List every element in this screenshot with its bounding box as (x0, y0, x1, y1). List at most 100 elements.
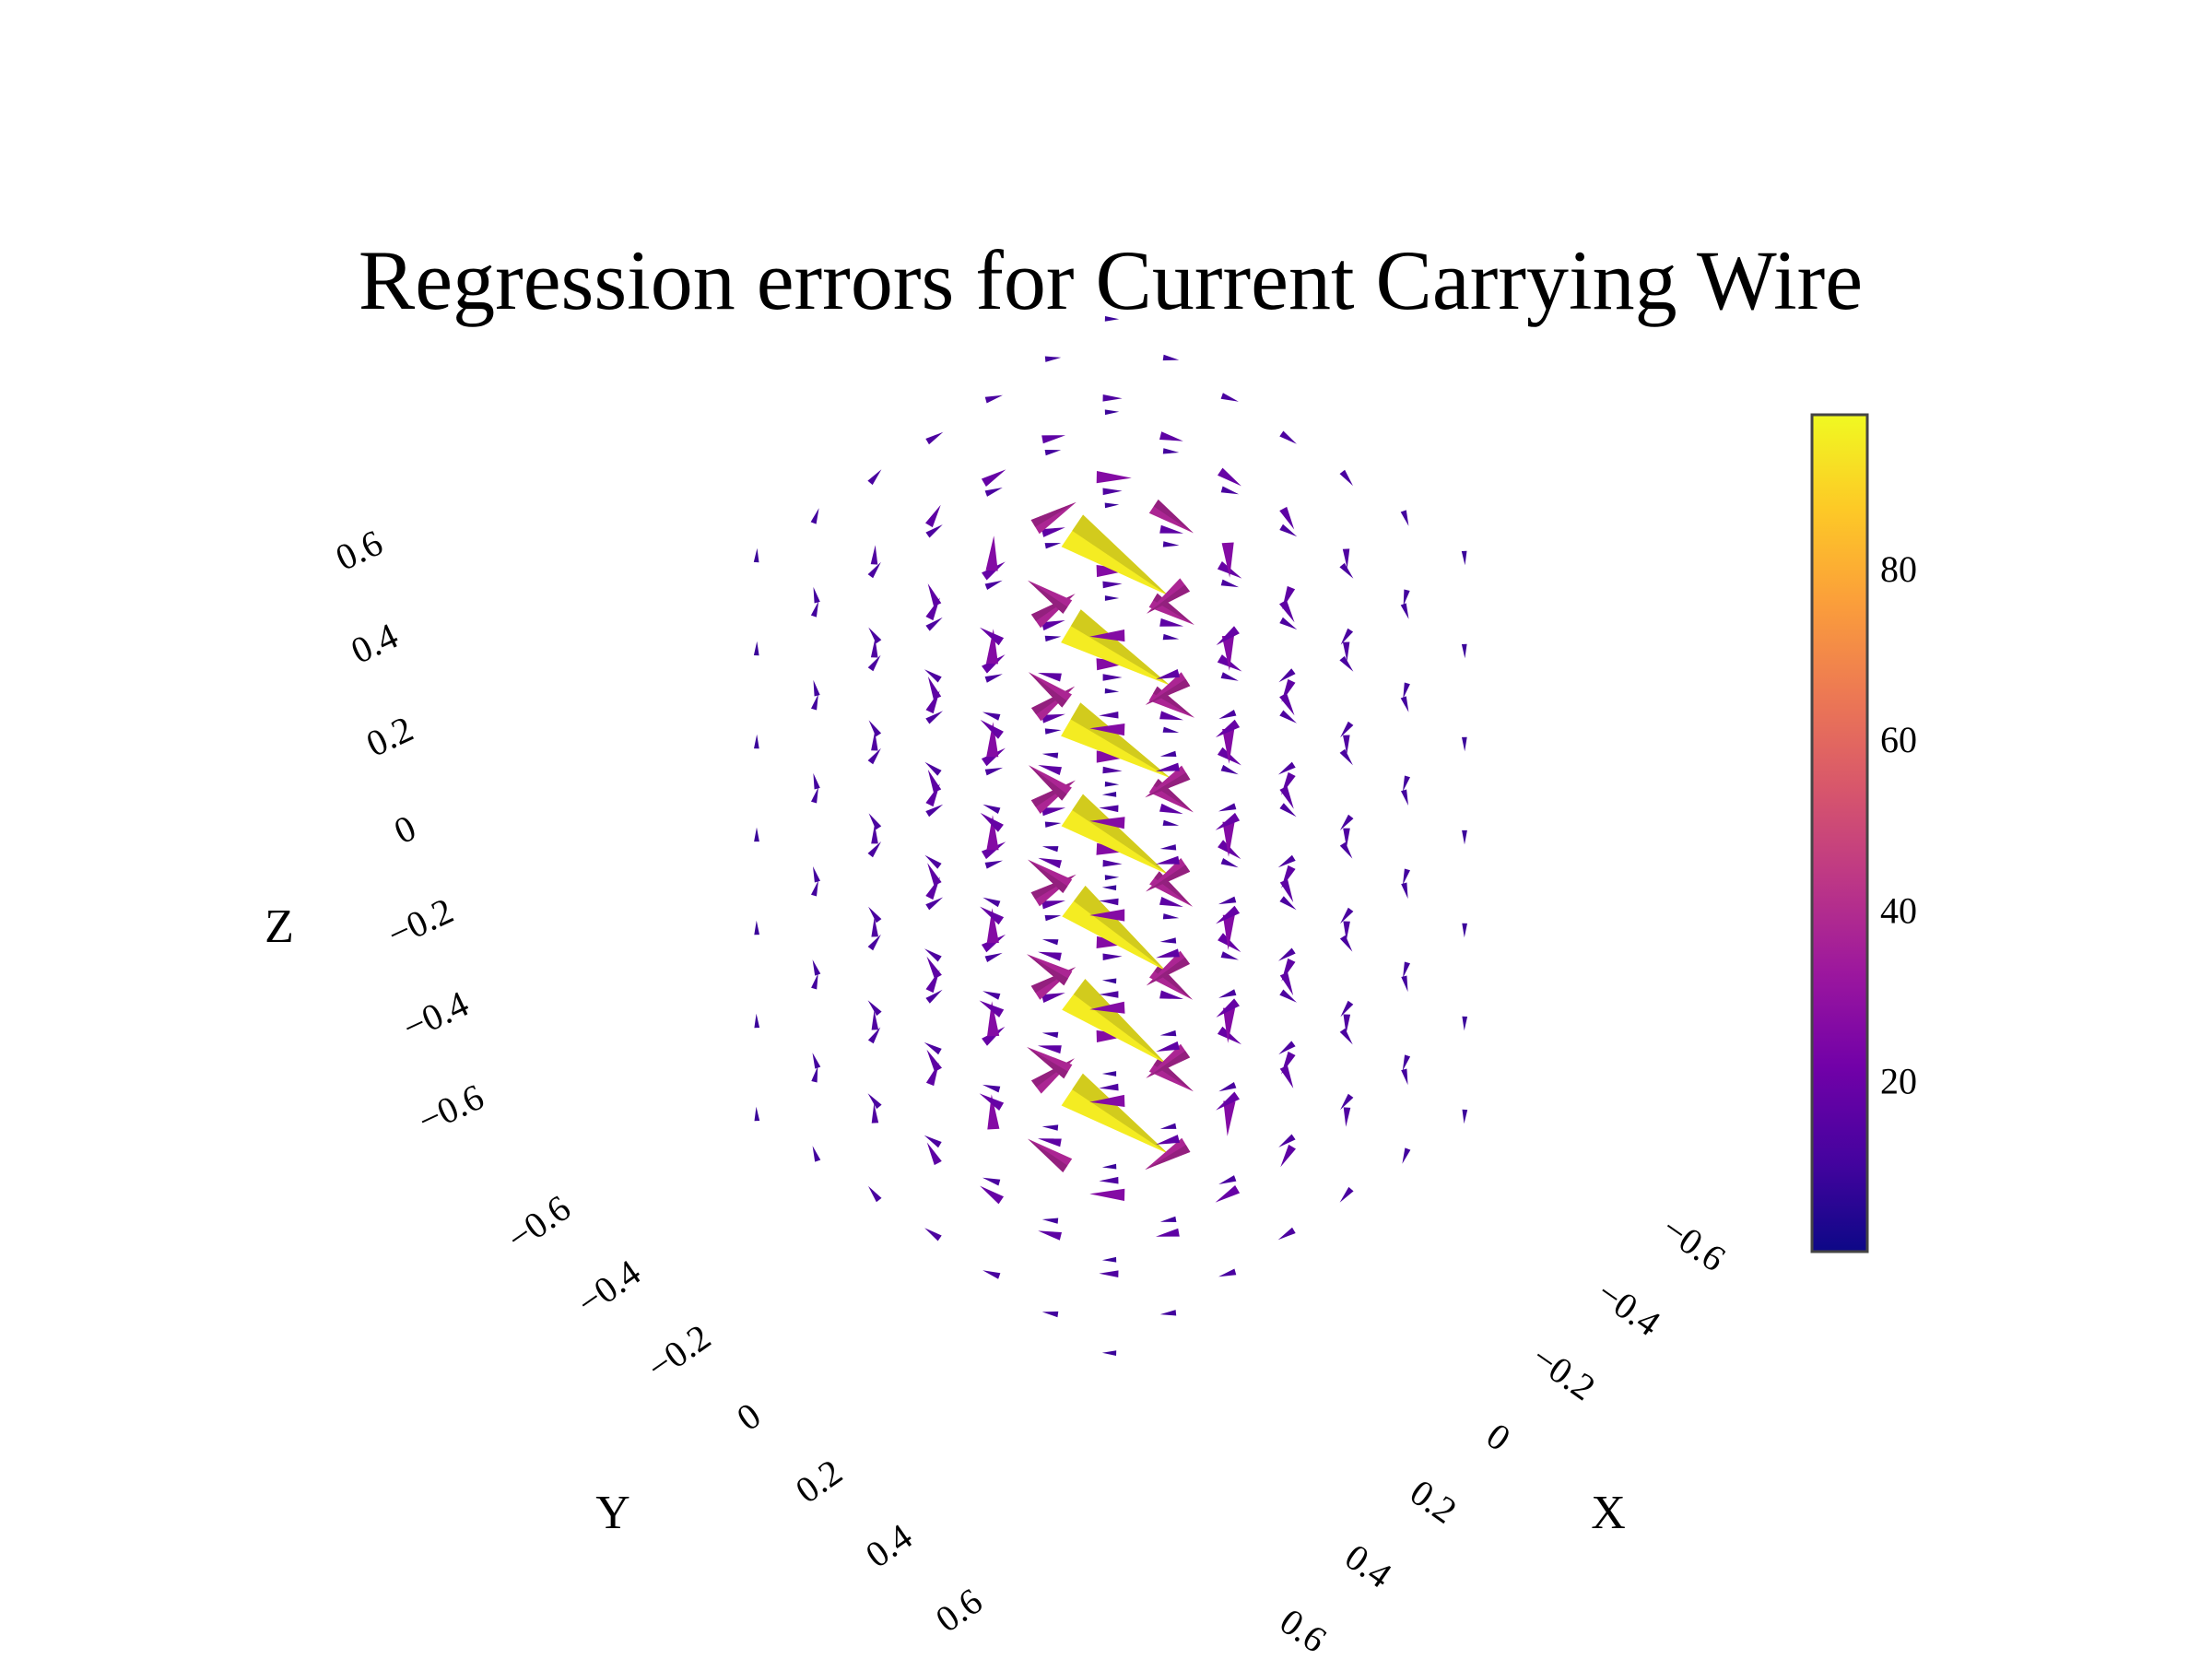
cone (1343, 1107, 1351, 1127)
cone (925, 711, 943, 724)
cone (754, 920, 759, 935)
cone (1102, 859, 1123, 867)
cone (1159, 1216, 1177, 1222)
y-tick-label: 0.4 (858, 1515, 920, 1576)
cone-shade (1074, 886, 1167, 971)
cone (1400, 696, 1409, 712)
z-tick-label: 0.4 (345, 615, 404, 672)
cone (1278, 947, 1296, 961)
cone-shade (1072, 794, 1169, 875)
cone (1156, 1135, 1180, 1145)
cone (1278, 668, 1296, 683)
cone-shade (1027, 954, 1068, 986)
cone (1218, 1268, 1237, 1277)
cone (867, 841, 882, 858)
x-tick-label: −0.2 (1524, 1336, 1603, 1408)
colorbar-tick-label: 60 (1880, 719, 1917, 760)
cone (1403, 961, 1410, 978)
cone (1089, 1094, 1125, 1107)
cone (1461, 550, 1467, 566)
cone-shade (1147, 584, 1190, 614)
cone (1339, 562, 1354, 579)
cone (1403, 682, 1410, 699)
cone (1044, 821, 1062, 828)
cone (1101, 1163, 1117, 1170)
cone (1156, 762, 1180, 771)
cone (1220, 486, 1240, 495)
cone (1339, 814, 1354, 830)
cone (986, 815, 999, 851)
cone (1041, 752, 1059, 759)
cone (1342, 548, 1350, 569)
cone (1218, 710, 1237, 720)
cone (1277, 1227, 1296, 1241)
cone (924, 1135, 942, 1148)
cone (926, 1142, 942, 1166)
cone (1096, 471, 1132, 484)
cone (1096, 658, 1132, 671)
cone (871, 731, 878, 751)
cone (868, 1185, 882, 1203)
cone (1104, 875, 1120, 880)
cone (981, 469, 1006, 487)
cone (981, 841, 1006, 860)
cone (1279, 692, 1295, 716)
cone (1216, 626, 1240, 646)
cone-shade (1145, 678, 1191, 705)
cone (1102, 488, 1123, 496)
cone (1401, 882, 1408, 900)
cone (1343, 1014, 1351, 1034)
cone (924, 669, 942, 683)
cone (1099, 1176, 1119, 1184)
cone (1223, 1007, 1236, 1043)
cone (1221, 542, 1234, 578)
y-tick-label: −0.4 (570, 1252, 648, 1324)
cone (984, 394, 1003, 404)
cone (1044, 356, 1062, 362)
cone (1044, 728, 1062, 735)
cone (1041, 1124, 1059, 1131)
cone (925, 617, 943, 631)
cone (1159, 750, 1177, 757)
cone-shade (1070, 609, 1171, 686)
cone (1041, 713, 1065, 724)
cone (1104, 781, 1120, 787)
cone (1400, 603, 1409, 619)
cone (987, 1001, 1000, 1037)
cone (1218, 989, 1237, 998)
colorbar-tick-label: 40 (1880, 889, 1917, 931)
cone-shade (1145, 772, 1191, 798)
cone (1279, 896, 1297, 911)
cone (1101, 978, 1117, 984)
cone (1462, 923, 1467, 938)
cone (1462, 1016, 1468, 1031)
cone (1159, 990, 1183, 999)
cone (1218, 803, 1237, 812)
cone (1279, 524, 1298, 537)
cone (1281, 958, 1296, 982)
cone (1162, 633, 1180, 641)
cone (1281, 1051, 1296, 1075)
cone (1220, 951, 1239, 960)
z-tick-label: −0.4 (396, 982, 475, 1048)
cone-shade (1146, 865, 1191, 892)
cone-shade (1029, 672, 1067, 708)
z-tick-label: 0.6 (329, 522, 388, 579)
cone (925, 989, 943, 1004)
cone-shade (1153, 500, 1194, 534)
cone (979, 1000, 1005, 1018)
cone (1096, 565, 1132, 578)
cone (1102, 953, 1123, 960)
cone (925, 524, 943, 538)
cone (1030, 501, 1077, 535)
cone (982, 1177, 1001, 1186)
cone (1215, 812, 1241, 830)
cone (811, 1065, 818, 1083)
cone (1104, 502, 1120, 509)
cone (868, 720, 882, 737)
cone (1340, 1000, 1354, 1018)
y-axis-title: Y (595, 1487, 630, 1539)
cone (1339, 748, 1353, 766)
cone (813, 586, 820, 604)
